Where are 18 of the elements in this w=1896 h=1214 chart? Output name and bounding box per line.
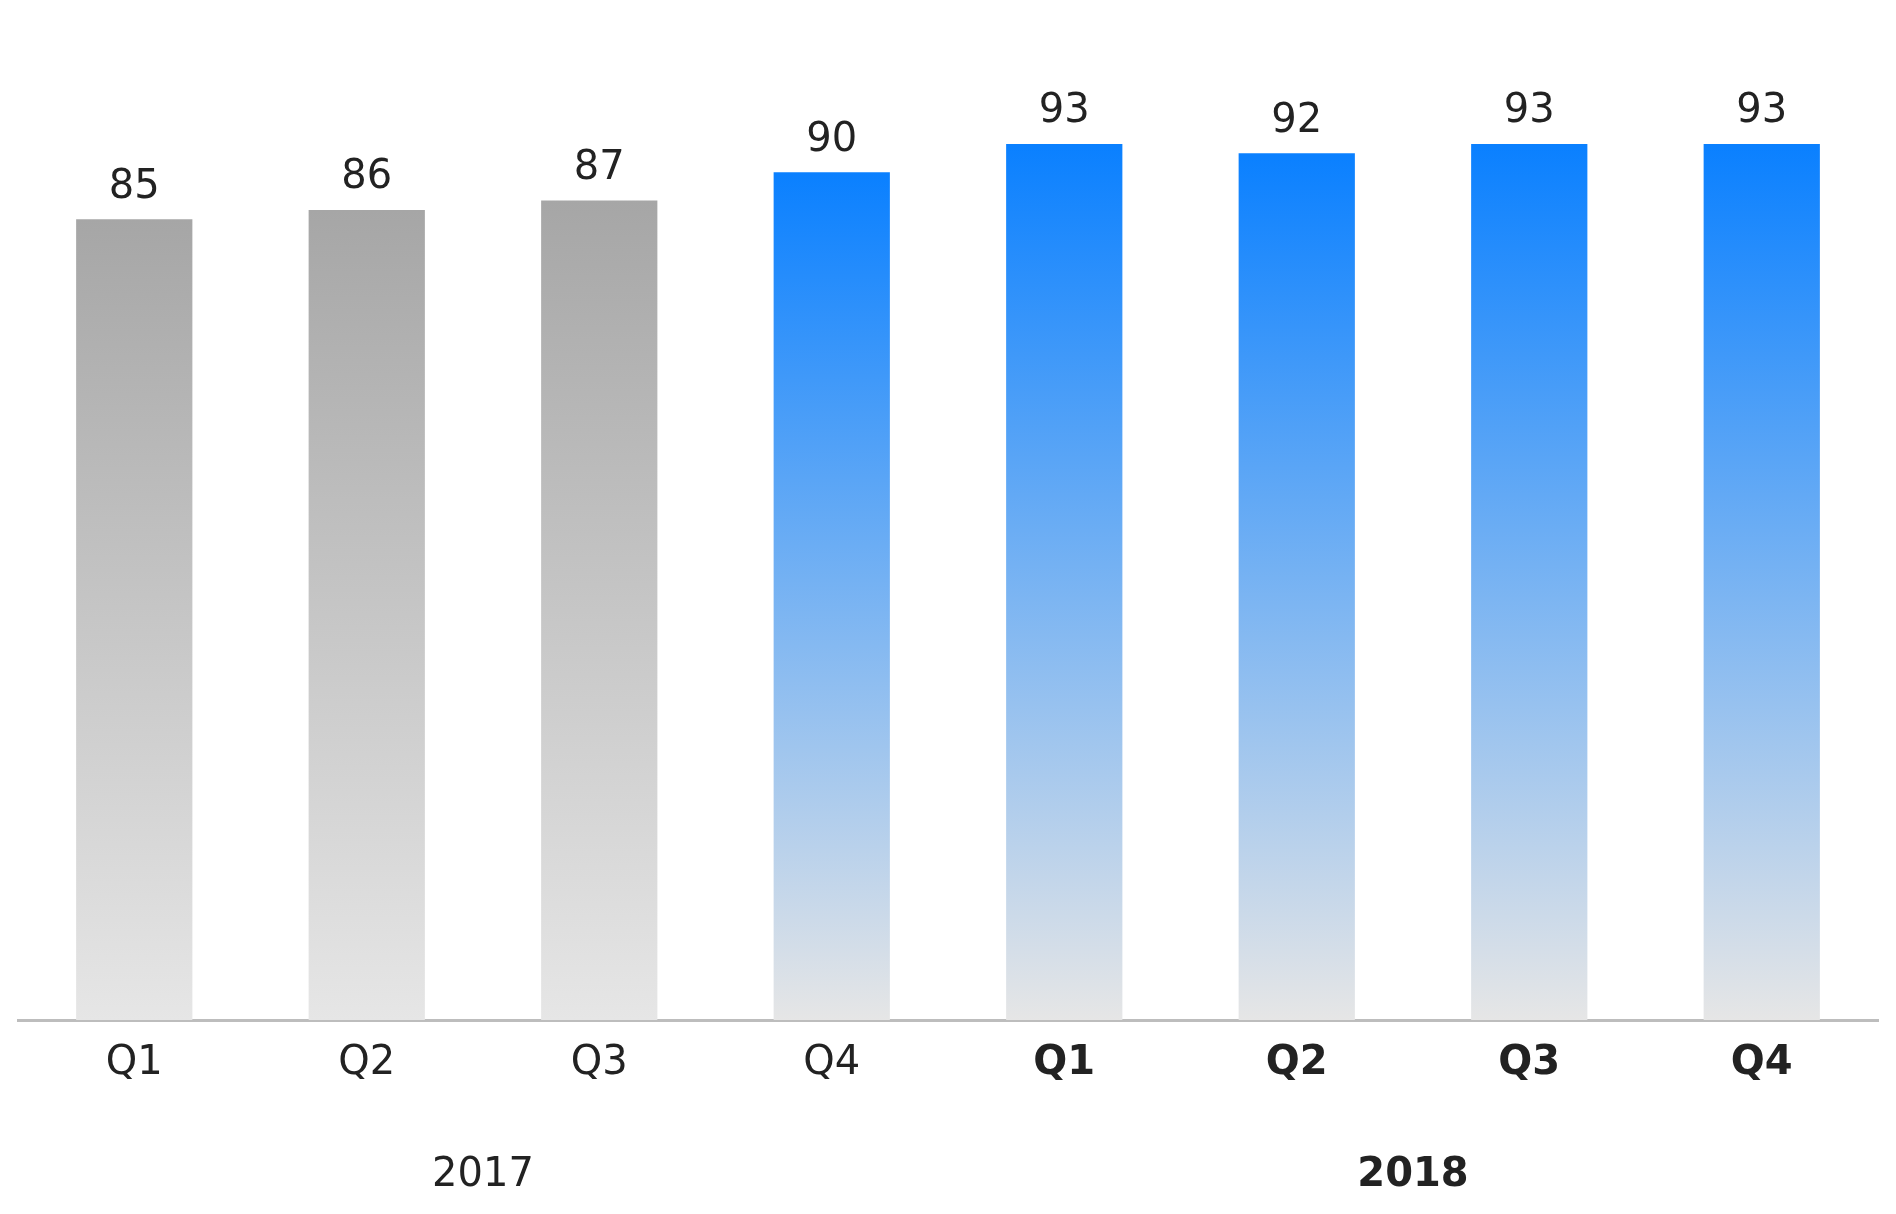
x-tick-label: Q1 xyxy=(105,1037,163,1084)
data-label: 87 xyxy=(573,141,625,188)
data-label: 93 xyxy=(1038,85,1090,132)
data-label: 90 xyxy=(806,113,858,160)
x-tick-label: Q1 xyxy=(1033,1037,1096,1084)
data-label: 92 xyxy=(1271,94,1323,141)
x-tick-label: Q3 xyxy=(570,1037,628,1084)
x-tick-label: Q2 xyxy=(338,1037,396,1084)
data-label: 93 xyxy=(1503,85,1555,132)
x-tick-label: Q2 xyxy=(1265,1037,1328,1084)
data-label: 85 xyxy=(108,160,160,207)
x-tick-label: Q3 xyxy=(1498,1037,1561,1084)
data-label: 93 xyxy=(1736,85,1788,132)
x-tick-label: Q4 xyxy=(803,1037,861,1084)
data-label: 86 xyxy=(341,151,393,198)
text: 2018 xyxy=(1357,1149,1469,1195)
x-tick-label: Q4 xyxy=(1730,1037,1793,1084)
text: 2017 xyxy=(432,1149,534,1195)
